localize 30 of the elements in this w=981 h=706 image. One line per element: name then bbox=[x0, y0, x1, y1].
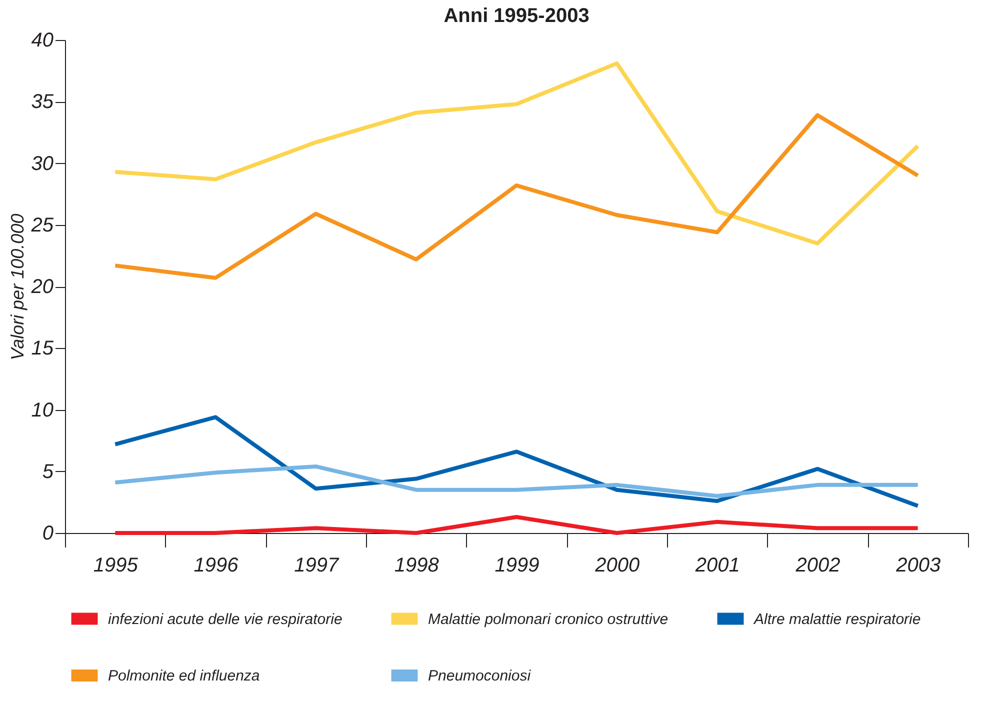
legend-label: Polmonite ed influenza bbox=[108, 668, 260, 684]
y-axis-title: Valori per 100.000 bbox=[7, 214, 28, 360]
legend-label: infezioni acute delle vie respiratorie bbox=[108, 610, 342, 628]
line-series bbox=[113, 464, 920, 498]
y-tick-label: 10 bbox=[31, 399, 54, 422]
legend-label: Altre malattie respiratorie bbox=[753, 610, 921, 628]
x-tick-label: 1995 bbox=[93, 554, 139, 576]
line-series bbox=[113, 113, 920, 280]
line-series bbox=[113, 415, 920, 508]
x-tick-label: 1998 bbox=[394, 554, 439, 576]
x-tick-label: 2001 bbox=[694, 554, 740, 576]
y-tick-label: 40 bbox=[31, 30, 54, 52]
legend-label: Pneumoconiosi bbox=[428, 668, 532, 684]
y-tick-label: 0 bbox=[42, 522, 54, 544]
y-tick-label: 35 bbox=[31, 91, 54, 114]
chart-title: Anni 1995-2003 bbox=[444, 5, 590, 27]
x-tick-label: 2002 bbox=[794, 554, 840, 576]
x-tick-label: 2003 bbox=[895, 554, 941, 576]
x-tick-label: 1997 bbox=[294, 554, 340, 576]
legend-label: Malattie polmonari cronico ostruttive bbox=[428, 610, 668, 628]
y-tick-label: 15 bbox=[31, 338, 54, 360]
x-tick-label: 1999 bbox=[494, 554, 540, 576]
y-tick-label: 30 bbox=[31, 152, 54, 175]
y-tick-label: 25 bbox=[30, 214, 54, 236]
y-tick-label: 5 bbox=[42, 460, 54, 483]
x-tick-label: 2000 bbox=[594, 554, 640, 576]
y-tick-label: 20 bbox=[30, 276, 54, 298]
line-series bbox=[113, 61, 920, 246]
line-series bbox=[113, 514, 920, 535]
x-tick-label: 1996 bbox=[194, 554, 240, 576]
